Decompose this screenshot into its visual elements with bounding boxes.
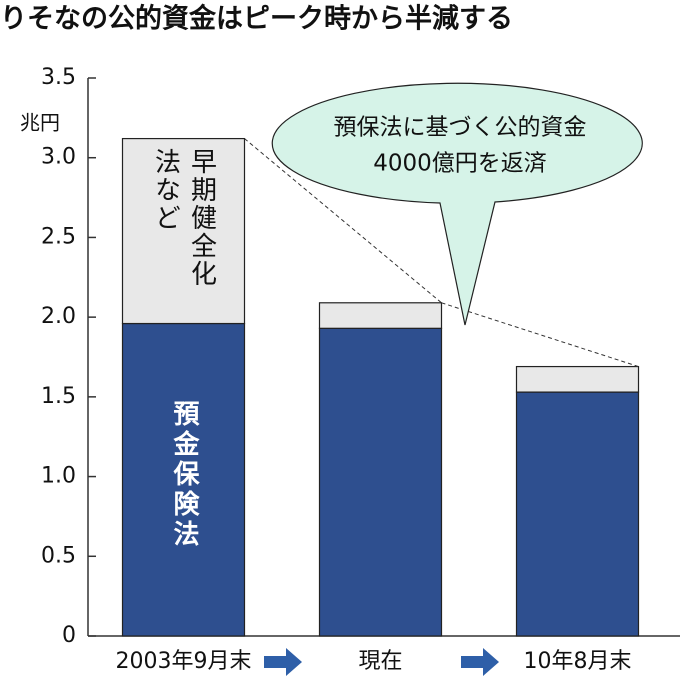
- x-tick-label: 2003年9月末: [116, 649, 252, 674]
- series-label: 早期健全化法など: [150, 148, 217, 288]
- x-tick-label: 10年8月末: [524, 649, 632, 674]
- bar-segment: [121, 137, 246, 325]
- y-tick-label: 0.5: [41, 543, 76, 568]
- callout-text: 4000億円を返済: [373, 151, 547, 177]
- y-tick-label: 2.5: [41, 224, 76, 249]
- callout: [271, 82, 643, 326]
- bar-segment: [515, 391, 640, 637]
- chart-title: りそなの公的資金はピーク時から半減する: [0, 3, 513, 35]
- bar-segment: [318, 327, 443, 637]
- series-label-box: 早期健全化法など: [150, 148, 217, 288]
- callout-text: 預保法に基づく公的資金: [334, 115, 587, 141]
- series-label: 預金保険法: [169, 400, 200, 550]
- y-unit: 兆円: [20, 111, 60, 135]
- y-tick-label: 2.0: [41, 304, 76, 329]
- y-tick-label: 1.5: [41, 384, 76, 409]
- y-tick-label: 0: [62, 623, 76, 648]
- y-tick-label: 1.0: [41, 464, 76, 489]
- connector: [441, 302, 639, 368]
- bar-segment: [515, 365, 640, 393]
- arrow: [461, 648, 499, 676]
- y-tick-label: 3.0: [41, 145, 76, 170]
- bar-segment: [318, 302, 443, 329]
- y-tick-label: 3.5: [41, 65, 76, 90]
- connector: [244, 138, 442, 304]
- arrow: [264, 648, 302, 676]
- x-tick-label: 現在: [358, 649, 402, 674]
